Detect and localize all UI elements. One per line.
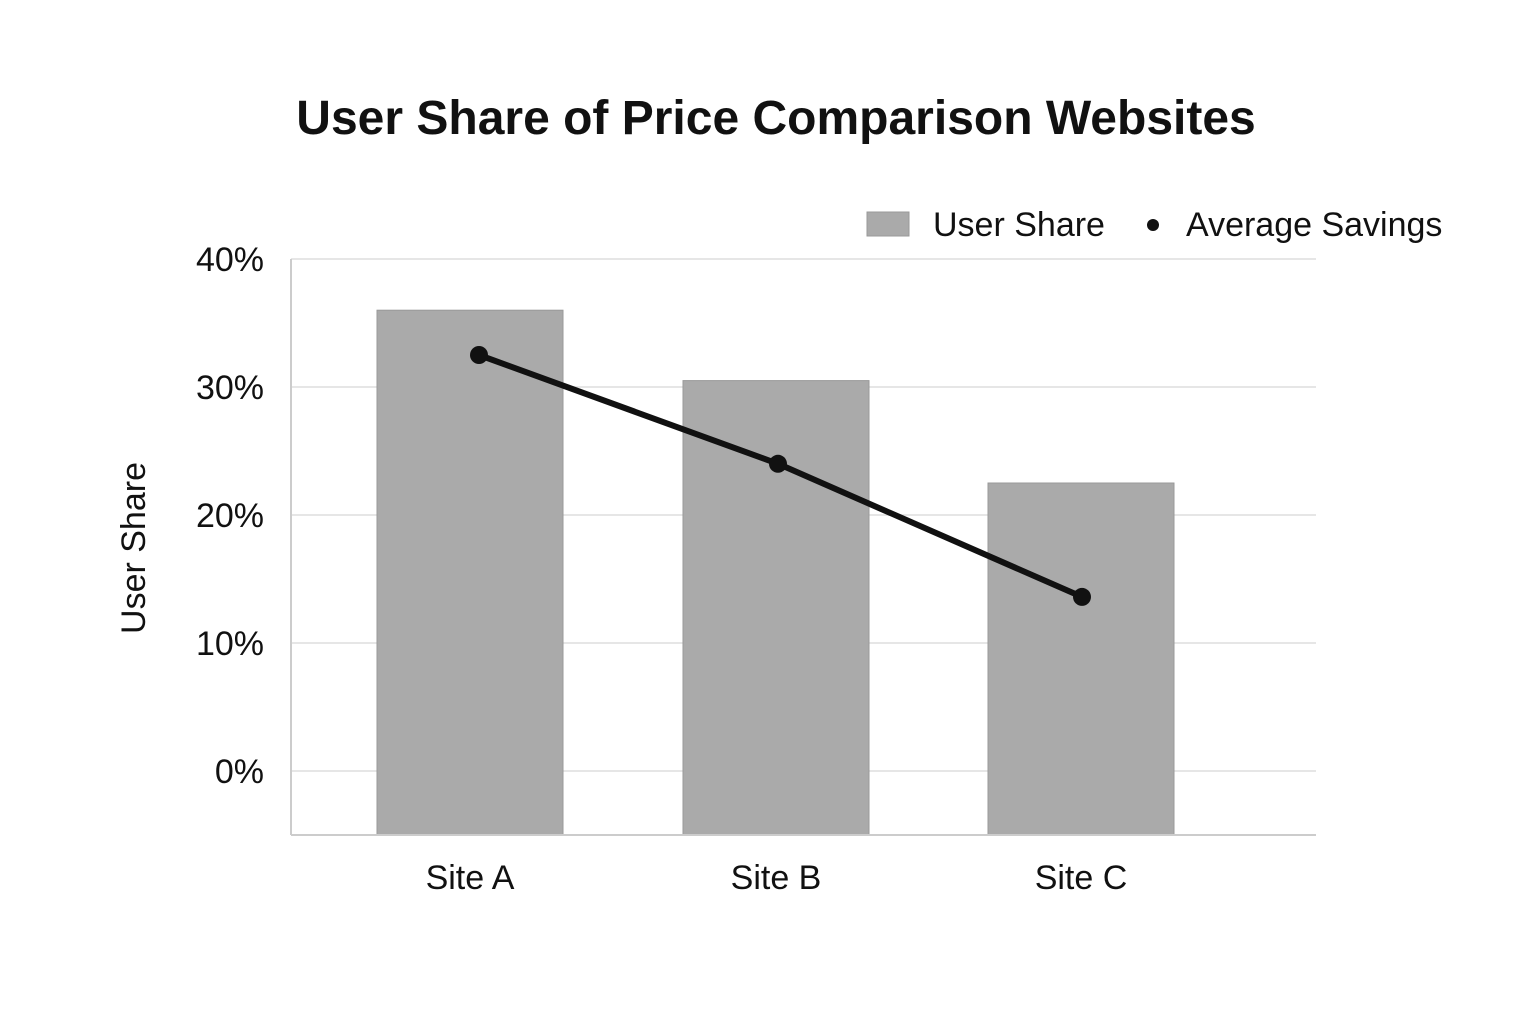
x-tick-label: Site B [731,859,822,897]
x-tick-label: Site A [426,859,515,897]
y-tick-labels: 0% 10% 20% 30% 40% [196,241,264,791]
average-savings-point-site-b [769,454,787,473]
bar-site-b [682,380,870,836]
legend-label-average-savings: Average Savings [1186,206,1442,244]
legend-label-user-share: User Share [933,206,1105,244]
bar-site-c [987,482,1175,836]
y-axis-label: User Share [115,462,153,634]
line-series [470,346,1091,606]
average-savings-point-site-c [1073,587,1091,606]
x-tick-labels: Site A Site B Site C [426,859,1128,897]
chart-title: User Share of Price Comparison Websites [296,92,1255,145]
bar-site-a [376,309,564,836]
y-tick-label: 40% [196,241,264,279]
bar-series [376,309,1175,836]
average-savings-point-site-a [470,346,488,364]
axes [290,259,1316,836]
legend-swatch-user-share [866,211,910,237]
y-tick-label: 10% [196,625,264,663]
x-tick-label: Site C [1035,859,1128,897]
legend: User Share Average Savings [866,206,1442,244]
y-tick-label: 20% [196,497,264,535]
y-tick-label: 0% [215,753,264,791]
legend-marker-average-savings [1147,219,1159,231]
y-tick-label: 30% [196,369,264,407]
